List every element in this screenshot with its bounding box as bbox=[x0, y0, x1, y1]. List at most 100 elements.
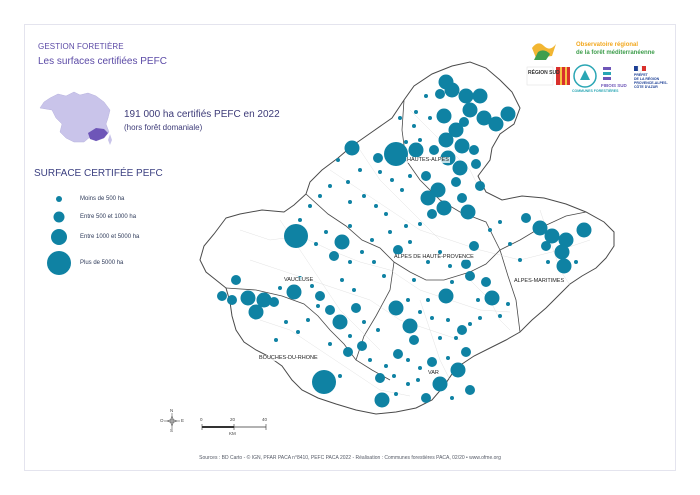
pefc-surface-symbol bbox=[475, 181, 485, 191]
pefc-surface-symbol bbox=[384, 364, 388, 368]
dept-label-hautes-alpes: HAUTES-ALPES bbox=[406, 157, 450, 163]
pefc-surface-symbol bbox=[438, 132, 454, 148]
pefc-surface-symbol bbox=[248, 304, 264, 320]
pefc-surface-symbol bbox=[376, 328, 380, 332]
pefc-surface-symbol bbox=[324, 230, 328, 234]
pefc-surface-symbol bbox=[429, 145, 439, 155]
legend-symbol-small bbox=[56, 196, 62, 202]
prefet-line4: CÔTE D'AZUR bbox=[634, 85, 658, 89]
pefc-surface-symbol bbox=[459, 117, 469, 127]
pefc-surface-symbol bbox=[269, 297, 279, 307]
pefc-surface-symbol bbox=[469, 145, 479, 155]
pefc-surface-symbol bbox=[554, 244, 570, 260]
pefc-surface-symbol bbox=[541, 241, 551, 251]
map-frame bbox=[24, 24, 676, 471]
pefc-surface-symbol bbox=[472, 88, 488, 104]
pefc-surface-symbol bbox=[574, 260, 578, 264]
pefc-surface-symbol bbox=[420, 190, 436, 206]
page-title: Les surfaces certifiées PEFC bbox=[38, 56, 167, 67]
pefc-surface-symbol bbox=[404, 140, 408, 144]
pefc-surface-symbol bbox=[286, 284, 302, 300]
pefc-surface-symbol bbox=[418, 222, 422, 226]
pefc-surface-symbol bbox=[328, 342, 332, 346]
pefc-surface-symbol bbox=[412, 278, 416, 282]
pefc-surface-symbol bbox=[372, 260, 376, 264]
scale-bar bbox=[201, 424, 267, 430]
pefc-surface-symbol bbox=[461, 259, 471, 269]
pefc-surface-symbol bbox=[308, 204, 312, 208]
pefc-surface-symbol bbox=[500, 106, 516, 122]
pefc-surface-symbol bbox=[424, 94, 428, 98]
pefc-surface-symbol bbox=[471, 159, 481, 169]
pefc-surface-symbol bbox=[329, 251, 339, 261]
pefc-surface-symbol bbox=[427, 357, 437, 367]
pefc-surface-symbol bbox=[460, 204, 476, 220]
stat-note: (hors forêt domaniale) bbox=[124, 123, 203, 132]
communes-label: COMMUNES FORESTIÈRES bbox=[572, 89, 619, 93]
pefc-surface-symbol bbox=[448, 122, 464, 138]
pefc-surface-symbol bbox=[521, 213, 531, 223]
pefc-surface-symbol bbox=[318, 194, 322, 198]
pefc-surface-symbol bbox=[408, 174, 412, 178]
pefc-surface-symbol bbox=[351, 303, 361, 313]
pefc-surface-symbol bbox=[450, 280, 454, 284]
pefc-surface-symbol bbox=[576, 222, 592, 238]
pefc-surface-symbols bbox=[217, 74, 592, 408]
compass-n: N bbox=[170, 408, 174, 413]
pefc-surface-symbol bbox=[458, 88, 474, 104]
pefc-surface-symbol bbox=[227, 295, 237, 305]
pefc-surface-symbol bbox=[408, 142, 424, 158]
pefc-surface-symbol bbox=[404, 224, 408, 228]
pefc-surface-symbol bbox=[390, 178, 394, 182]
dept-label-vaucluse: VAUCLUSE bbox=[283, 277, 315, 283]
pefc-surface-symbol bbox=[406, 382, 410, 386]
pefc-surface-symbol bbox=[421, 171, 431, 181]
pefc-surface-symbol bbox=[438, 288, 454, 304]
pefc-surface-symbol bbox=[358, 168, 362, 172]
pefc-surface-symbol bbox=[217, 291, 227, 301]
pefc-surface-symbol bbox=[357, 341, 367, 351]
pefc-surface-symbol bbox=[450, 362, 466, 378]
pefc-surface-symbol bbox=[454, 336, 458, 340]
pefc-surface-symbol bbox=[435, 89, 445, 99]
pefc-surface-symbol bbox=[256, 292, 272, 308]
compass-o: O bbox=[160, 418, 164, 423]
pefc-surface-symbol bbox=[231, 275, 241, 285]
pefc-surface-symbol bbox=[312, 370, 336, 394]
pefc-surface-symbol bbox=[408, 240, 412, 244]
pefc-surface-symbol bbox=[325, 305, 335, 315]
prefet-line1: PRÉFET bbox=[634, 73, 648, 77]
pefc-surface-symbol bbox=[334, 234, 350, 250]
logo-prefet bbox=[634, 65, 646, 72]
pefc-surface-symbol bbox=[451, 177, 461, 187]
pefc-surface-symbol bbox=[382, 274, 386, 278]
pefc-surface-symbol bbox=[340, 278, 344, 282]
logo-fibois-sud bbox=[603, 67, 611, 80]
pefc-surface-symbol bbox=[446, 318, 450, 322]
pefc-surface-symbol bbox=[436, 200, 452, 216]
pefc-surface-symbol bbox=[427, 209, 437, 219]
pefc-surface-symbol bbox=[388, 230, 392, 234]
pefc-surface-symbol bbox=[278, 286, 282, 290]
pefc-surface-symbol bbox=[476, 110, 492, 126]
dept-label-alpes-maritimes: ALPES-MARITIMES bbox=[513, 278, 566, 284]
paca-region-map bbox=[199, 61, 615, 415]
pefc-surface-symbol bbox=[432, 376, 448, 392]
france-inset-map bbox=[39, 91, 112, 145]
pefc-surface-symbol bbox=[468, 322, 472, 326]
pefc-surface-symbol bbox=[484, 290, 500, 306]
legend-title: SURFACE CERTIFÉE PEFC bbox=[34, 168, 163, 179]
pefc-surface-symbol bbox=[488, 116, 504, 132]
legend-symbol-medium bbox=[53, 211, 65, 223]
compass-rose-icon bbox=[164, 413, 180, 429]
pefc-surface-symbol bbox=[336, 158, 340, 162]
pefc-surface-symbol bbox=[373, 153, 383, 163]
pefc-surface-symbol bbox=[556, 258, 572, 274]
logo-observatoire bbox=[532, 43, 556, 60]
prefet-line3: PROVENCE-ALPES- bbox=[634, 81, 668, 85]
pefc-surface-symbol bbox=[346, 180, 350, 184]
observatoire-line2: de la forêt méditerranéenne bbox=[576, 50, 655, 56]
pefc-surface-symbol bbox=[508, 242, 512, 246]
pefc-surface-symbol bbox=[421, 393, 431, 403]
prefet-line2: DE LA RÉGION bbox=[634, 77, 660, 81]
